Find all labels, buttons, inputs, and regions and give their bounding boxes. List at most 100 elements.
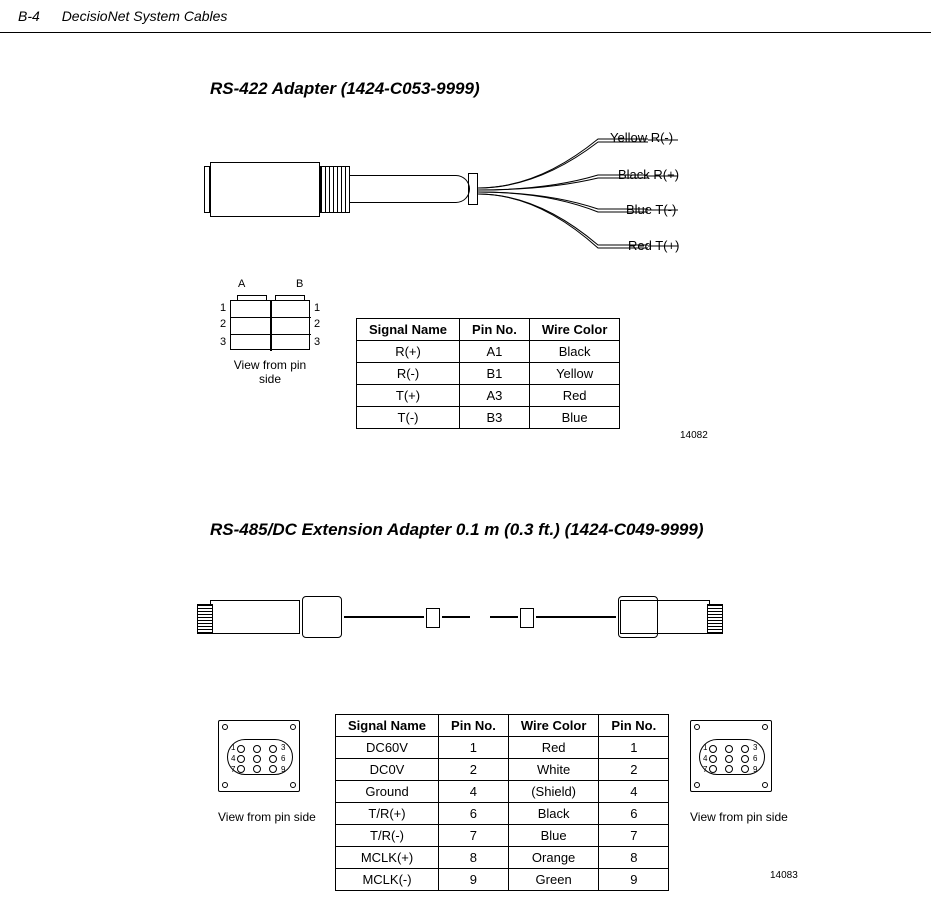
rs422-figure: Yellow R(-) Black R(+) Blue T(-) Red T(+… xyxy=(210,120,690,270)
pin-num: 7 xyxy=(231,765,235,774)
pin-icon xyxy=(741,755,749,763)
table-row: T/R(+)6Black6 xyxy=(336,803,669,825)
connector-face-right-wrap: 1 3 4 6 7 9 View from pin side xyxy=(690,720,788,824)
screw-icon xyxy=(694,782,700,788)
th-pin-right: Pin No. xyxy=(599,715,669,737)
table-row: MCLK(+)8Orange8 xyxy=(336,847,669,869)
cable-segment-l xyxy=(344,616,424,618)
face-left-caption: View from pin side xyxy=(218,810,316,824)
page-number: B-4 xyxy=(18,8,40,24)
connector-face-left: 1 3 4 6 7 9 xyxy=(218,720,300,792)
table-row: DC60V1Red1 xyxy=(336,737,669,759)
wire-label-yellow: Yellow R(-) xyxy=(610,130,673,145)
ferrule-right xyxy=(520,608,534,628)
pin-icon xyxy=(741,745,749,753)
pin-icon xyxy=(709,755,717,763)
table-row: Signal Name Pin No. Wire Color Pin No. xyxy=(336,715,669,737)
cable-segment-r xyxy=(536,616,616,618)
row-num-3r: 3 xyxy=(314,336,320,348)
doc-title: DecisioNet System Cables xyxy=(62,8,228,24)
pin-icon xyxy=(709,765,717,773)
face-right-caption: View from pin side xyxy=(690,810,788,824)
row-num-3l: 3 xyxy=(220,336,226,348)
table-row: MCLK(-)9Green9 xyxy=(336,869,669,891)
pin-icon xyxy=(237,745,245,753)
row-num-1r: 1 xyxy=(314,302,320,314)
pin-icon xyxy=(725,745,733,753)
pin-num: 3 xyxy=(281,743,285,752)
pin-num: 4 xyxy=(231,754,235,763)
pin-icon xyxy=(725,765,733,773)
col-label-a: A xyxy=(238,278,245,290)
rs485-pinout-table: Signal Name Pin No. Wire Color Pin No. D… xyxy=(335,714,669,891)
pin-num: 9 xyxy=(753,765,757,774)
pin-icon xyxy=(709,745,717,753)
ferrule-left xyxy=(426,608,440,628)
pin-icon xyxy=(269,755,277,763)
pin-num: 6 xyxy=(281,754,285,763)
pin-frame xyxy=(230,300,310,350)
page-header: B-4 DecisioNet System Cables xyxy=(0,0,931,33)
pin-icon xyxy=(253,745,261,753)
frame-vline xyxy=(270,301,272,351)
screw-icon xyxy=(290,782,296,788)
pin-icon xyxy=(725,755,733,763)
rs485-figure xyxy=(210,582,710,662)
th-pin: Pin No. xyxy=(460,319,530,341)
pin-num: 1 xyxy=(231,743,235,752)
wire-label-blue: Blue T(-) xyxy=(626,202,676,217)
col-label-b: B xyxy=(296,278,303,290)
table-row: R(+)A1Black xyxy=(357,341,620,363)
row-num-2r: 2 xyxy=(314,318,320,330)
connector-face-left-wrap: 1 3 4 6 7 9 View from pin side xyxy=(218,720,316,824)
th-color: Wire Color xyxy=(529,319,620,341)
pin-num: 4 xyxy=(703,754,707,763)
circular-plug-left xyxy=(302,596,342,638)
pin-icon xyxy=(237,765,245,773)
th-pin-left: Pin No. xyxy=(439,715,509,737)
pin-diagram-ab: A B 1 2 3 1 2 3 View from pin side xyxy=(230,300,320,410)
pin-icon xyxy=(269,765,277,773)
pin-num: 9 xyxy=(281,765,285,774)
section1-title: RS-422 Adapter (1424-C053-9999) xyxy=(210,79,931,99)
table-row: Ground4(Shield)4 xyxy=(336,781,669,803)
screw-icon xyxy=(290,724,296,730)
row-num-2l: 2 xyxy=(220,318,226,330)
connector-grip xyxy=(320,166,350,213)
table1-wrap: Signal Name Pin No. Wire Color R(+)A1Bla… xyxy=(356,318,620,429)
frame-bump-left xyxy=(237,295,267,301)
th-signal: Signal Name xyxy=(357,319,460,341)
fig2-number: 14083 xyxy=(770,870,798,881)
section2-title: RS-485/DC Extension Adapter 0.1 m (0.3 f… xyxy=(210,520,704,540)
pin-icon xyxy=(253,765,261,773)
screw-icon xyxy=(762,782,768,788)
wire-label-red: Red T(+) xyxy=(628,238,679,253)
rs422-pinout-table: Signal Name Pin No. Wire Color R(+)A1Bla… xyxy=(356,318,620,429)
table-row: T(-)B3Blue xyxy=(357,407,620,429)
pin-num: 6 xyxy=(753,754,757,763)
screw-icon xyxy=(694,724,700,730)
table-row: DC0V2White2 xyxy=(336,759,669,781)
table2-wrap: Signal Name Pin No. Wire Color Pin No. D… xyxy=(335,714,669,891)
th-signal: Signal Name xyxy=(336,715,439,737)
screw-icon xyxy=(222,724,228,730)
fig1-number: 14082 xyxy=(680,430,708,441)
connector-body xyxy=(210,162,320,217)
cable-stub-r xyxy=(490,616,518,618)
pin-num: 7 xyxy=(703,765,707,774)
frame-bump-right xyxy=(275,295,305,301)
cable-strain-relief xyxy=(350,175,470,203)
pin-icon xyxy=(741,765,749,773)
th-color: Wire Color xyxy=(508,715,599,737)
cable-band xyxy=(468,173,478,205)
pin-num: 1 xyxy=(703,743,707,752)
screw-icon xyxy=(222,782,228,788)
row-num-1l: 1 xyxy=(220,302,226,314)
table-row: T/R(-)7Blue7 xyxy=(336,825,669,847)
plug-right xyxy=(620,600,710,634)
pin-ab-caption: View from pin side xyxy=(230,358,310,386)
pin-icon xyxy=(269,745,277,753)
plug-left xyxy=(210,600,300,634)
pin-icon xyxy=(237,755,245,763)
cable-stub-l xyxy=(442,616,470,618)
